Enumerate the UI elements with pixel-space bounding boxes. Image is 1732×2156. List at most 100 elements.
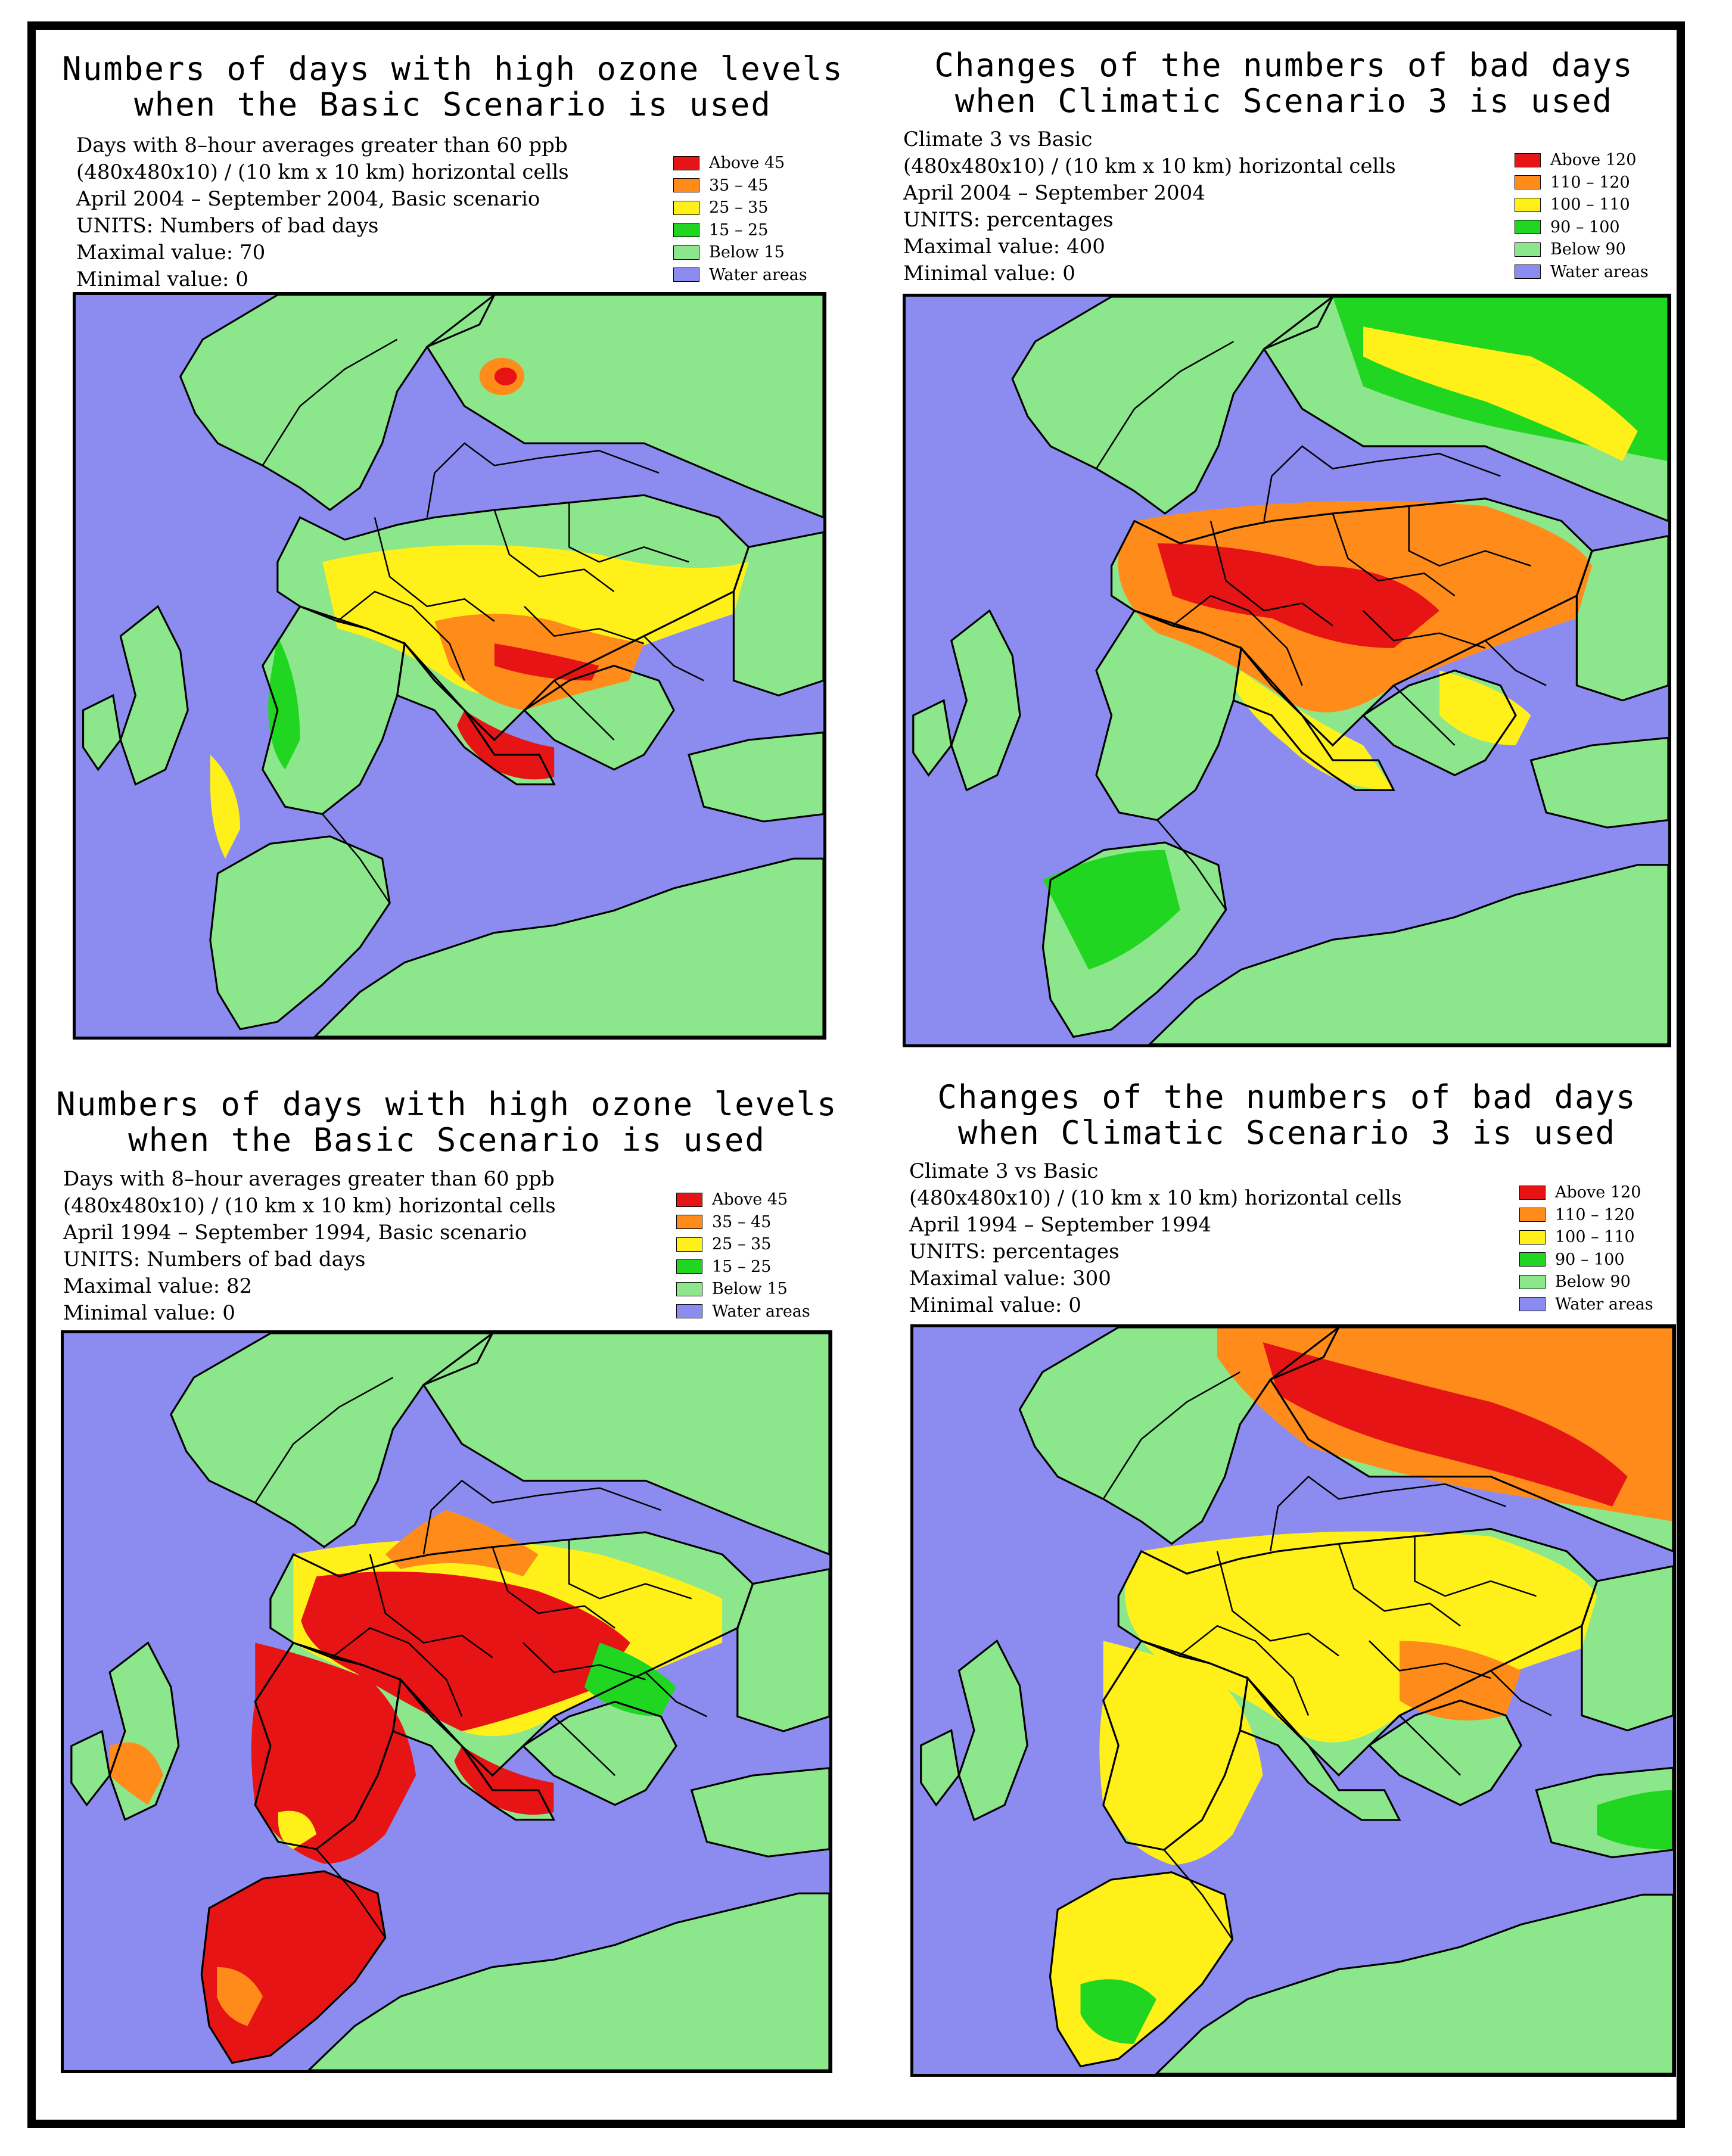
coastline [1232, 646, 1395, 791]
land-russia_east [736, 1568, 829, 1732]
country-border [426, 442, 660, 518]
legend-label: Water areas [1555, 1295, 1653, 1314]
legend-item: 25 – 35 [673, 197, 807, 219]
coastline [1148, 864, 1668, 1044]
legend-swatch [673, 223, 699, 238]
legend-label: 90 – 100 [1550, 217, 1620, 237]
legend-item: 15 – 25 [676, 1256, 810, 1278]
country-border [1399, 1715, 1461, 1776]
legend-swatch [673, 155, 699, 170]
panel-title-line2: when the Basic Scenario is used [134, 86, 772, 123]
coastline [1367, 1699, 1522, 1806]
coastline [950, 609, 1021, 792]
value-region-green [1043, 850, 1180, 970]
country-border [316, 1849, 386, 1939]
info-line: UNITS: Numbers of bad days [76, 214, 379, 238]
country-border [645, 1672, 707, 1718]
legend-swatch [676, 1237, 702, 1252]
legend: Above 120 110 – 120 100 – 110 90 – 100 B… [1519, 1181, 1653, 1315]
info-line: Minimal value: 0 [909, 1293, 1081, 1317]
info-line: (480x480x10) / (10 km x 10 km) horizonta… [909, 1186, 1402, 1210]
coastline [179, 295, 496, 511]
coastline [1575, 535, 1668, 702]
info-line: Days with 8–hour averages greater than 6… [76, 133, 568, 157]
info-line: Minimal value: 0 [76, 267, 248, 291]
coastline [276, 494, 750, 742]
legend-item: Below 90 [1515, 238, 1649, 261]
land-russia_east [1576, 535, 1668, 702]
info-line: Maximal value: 400 [903, 235, 1105, 259]
coastline [1535, 1766, 1673, 1859]
value-region-orange [385, 1510, 539, 1577]
country-border [1484, 640, 1547, 686]
country-border [374, 517, 495, 622]
coastline [262, 605, 406, 816]
legend-swatch [1519, 1185, 1546, 1200]
coastline [1117, 1527, 1599, 1777]
panel-title-line1: Changes of the numbers of bad days [937, 1078, 1637, 1116]
country-border [1363, 610, 1486, 649]
country-border [643, 635, 704, 682]
coastline [425, 295, 823, 519]
coastline [119, 605, 189, 786]
legend-item: Water areas [1519, 1293, 1653, 1316]
info-line: Minimal value: 0 [903, 262, 1075, 285]
info-line: UNITS: Numbers of bad days [63, 1247, 366, 1271]
value-region-red [494, 368, 517, 385]
country-border [1095, 341, 1235, 469]
panel-title-line2: when the Basic Scenario is used [128, 1121, 766, 1159]
panel-change-1994: Changes of the numbers of bad days when … [894, 1078, 1680, 2085]
change-map [910, 1324, 1676, 2077]
info-line: UNITS: percentages [903, 208, 1114, 232]
land-russia_east [733, 531, 823, 696]
value-region-green [268, 636, 300, 770]
coastline [1049, 1871, 1234, 2068]
country-border [262, 338, 398, 466]
country-border [1216, 1551, 1339, 1657]
coastline [957, 1639, 1028, 1822]
coastline [912, 699, 953, 777]
legend-label: Below 15 [712, 1280, 788, 1298]
legend-swatch [1515, 175, 1541, 190]
info-line: April 2004 – September 2004, Basic scena… [76, 187, 540, 211]
legend-item: Above 120 [1519, 1181, 1653, 1204]
legend-swatch [1519, 1274, 1546, 1289]
legend-item: Above 45 [673, 152, 807, 175]
coastline [70, 1729, 111, 1807]
coastline [690, 1767, 829, 1858]
coastline [920, 1729, 960, 1807]
country-border [568, 502, 689, 563]
country-border [1102, 1371, 1240, 1499]
country-border [1414, 1536, 1537, 1597]
legend-item: 110 – 120 [1519, 1204, 1653, 1227]
legend-item: 35 – 45 [673, 175, 807, 197]
legend-label: 15 – 25 [709, 220, 769, 239]
legend-item: Below 90 [1519, 1271, 1653, 1293]
legend-swatch [673, 178, 699, 193]
country-border [524, 606, 645, 645]
info-line: Maximal value: 82 [63, 1274, 253, 1298]
legend-item: 90 – 100 [1515, 216, 1649, 239]
coastline [422, 1333, 829, 1555]
coastline [1263, 297, 1668, 522]
legend-item: Water areas [1515, 261, 1649, 284]
country-border [1178, 1625, 1310, 1716]
coastline [254, 1641, 402, 1850]
value-region-yellow [1363, 326, 1638, 462]
value-region-green [1597, 1790, 1673, 1850]
country-border [331, 1627, 463, 1717]
legend-label: 100 – 110 [1555, 1228, 1635, 1246]
legend-swatch [1515, 153, 1541, 167]
legend-label: Above 45 [709, 154, 785, 172]
coastline [1041, 841, 1227, 1038]
coastline [732, 531, 823, 696]
legend-label: Water areas [712, 1302, 810, 1321]
country-border [1408, 506, 1532, 567]
legend-swatch [1519, 1230, 1546, 1245]
legend-label: 110 – 120 [1550, 173, 1630, 192]
coastline [1581, 1565, 1673, 1732]
country-border [1172, 595, 1303, 686]
legend-item: Above 45 [676, 1189, 810, 1211]
legend-label: 35 – 45 [712, 1212, 772, 1231]
panel-basic-2004: Numbers of days with high ozone levels w… [60, 48, 846, 1049]
